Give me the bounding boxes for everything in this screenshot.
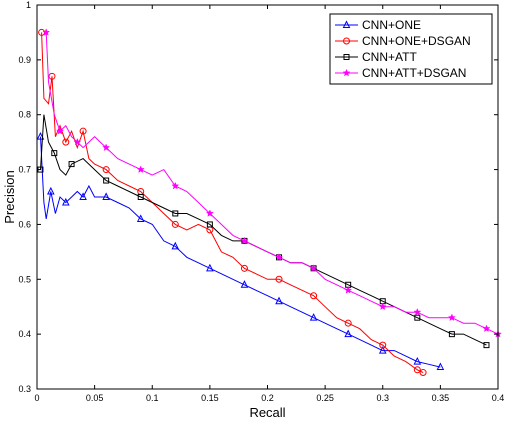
y-tick-label: 0.6: [18, 219, 31, 229]
legend-label: CNN+ONE+DSGAN: [362, 34, 471, 48]
x-axis-label: Recall: [249, 405, 285, 420]
data-point: [344, 329, 352, 338]
legend: CNN+ONE CNN+ONE+DSGAN CNN+ATT CNN+ATT+DSGAN: [329, 13, 493, 85]
data-point: [79, 192, 87, 200]
series-cnn-one-dsgan: [38, 28, 427, 377]
legend-entry: CNN+ATT+DSGAN: [335, 66, 466, 80]
data-point: [68, 161, 75, 168]
y-axis-label: Precision: [2, 170, 17, 223]
data-point: [378, 302, 387, 311]
data-point: [36, 132, 45, 140]
series-line: [41, 32, 424, 373]
y-tick-label: 0.3: [18, 384, 31, 394]
legend-entry: CNN+ATT: [335, 50, 417, 64]
series-layer: [36, 28, 502, 377]
series-line: [40, 136, 441, 368]
y-tick-label: 0.8: [18, 110, 31, 120]
data-point: [103, 177, 110, 184]
x-tick-label: 0.35: [432, 393, 450, 403]
data-point: [56, 126, 65, 135]
data-point: [42, 28, 51, 36]
data-point: [136, 165, 145, 173]
data-point: [51, 150, 58, 157]
data-point: [172, 210, 179, 217]
data-point: [47, 186, 55, 195]
legend-label: CNN+ATT: [362, 50, 417, 64]
data-point: [275, 296, 283, 305]
data-point: [240, 264, 248, 272]
data-point: [275, 275, 283, 283]
data-point: [240, 280, 249, 288]
legend-box: [329, 13, 493, 85]
data-point: [206, 221, 213, 228]
data-point: [102, 143, 111, 152]
x-tick-label: 0.2: [261, 393, 274, 403]
legend-marker: [343, 54, 350, 60]
x-tick-label: 0.25: [316, 393, 334, 403]
x-tick-label: 0.1: [146, 393, 159, 403]
data-point: [171, 241, 180, 250]
data-point: [73, 137, 82, 146]
data-point: [310, 292, 318, 300]
data-point: [483, 342, 490, 349]
data-point: [309, 313, 318, 321]
data-point: [205, 209, 214, 217]
y-tick-label: 1: [26, 0, 31, 10]
y-tick-label: 0.5: [18, 274, 31, 284]
data-point: [240, 236, 249, 245]
y-tick-label: 0.9: [18, 55, 31, 65]
data-point: [378, 345, 387, 354]
data-point: [447, 313, 456, 322]
data-point: [102, 166, 110, 174]
data-point: [413, 366, 421, 374]
legend-label: CNN+ONE: [362, 18, 421, 32]
x-tick-label: 0.4: [492, 393, 505, 403]
data-point: [48, 72, 56, 80]
data-point: [62, 197, 70, 206]
data-point: [448, 331, 455, 338]
data-point: [171, 181, 180, 190]
data-point: [62, 138, 70, 146]
legend-entry: CNN+ONE+DSGAN: [335, 34, 471, 48]
data-point: [136, 214, 145, 222]
x-tick-label: 0: [34, 393, 39, 403]
series-cnn-one: [36, 132, 445, 371]
legend-marker: [342, 20, 351, 28]
data-point: [344, 319, 352, 327]
x-tick-label: 0.15: [201, 393, 219, 403]
data-point: [344, 286, 353, 294]
series-cnn-att-dsgan: [42, 28, 502, 338]
data-point: [309, 264, 318, 272]
legend-marker: [343, 37, 350, 45]
data-point: [137, 194, 144, 200]
y-tick-label: 0.7: [18, 165, 31, 175]
x-tick-label: 0.3: [376, 393, 389, 403]
data-point: [436, 362, 445, 371]
data-point: [413, 356, 422, 365]
data-point: [419, 369, 427, 377]
axes-layer: 0 0.05 0.1 0.15 0.2 0.25 0.3 0.35 0.4 0.3 0.4 0.5 0.…: [18, 0, 504, 403]
data-point: [102, 192, 110, 200]
x-tick-label: 0.05: [86, 393, 104, 403]
data-point: [413, 308, 422, 316]
legend-entry: CNN+ONE: [335, 18, 421, 32]
data-point: [275, 253, 284, 261]
y-tick-label: 0.4: [18, 329, 31, 339]
data-point: [482, 324, 491, 333]
data-point: [206, 263, 214, 272]
data-point: [171, 220, 179, 228]
data-point: [79, 127, 87, 135]
legend-label: CNN+ATT+DSGAN: [362, 66, 466, 80]
legend-marker: [342, 68, 351, 77]
data-point: [414, 314, 421, 321]
data-point: [379, 341, 387, 349]
